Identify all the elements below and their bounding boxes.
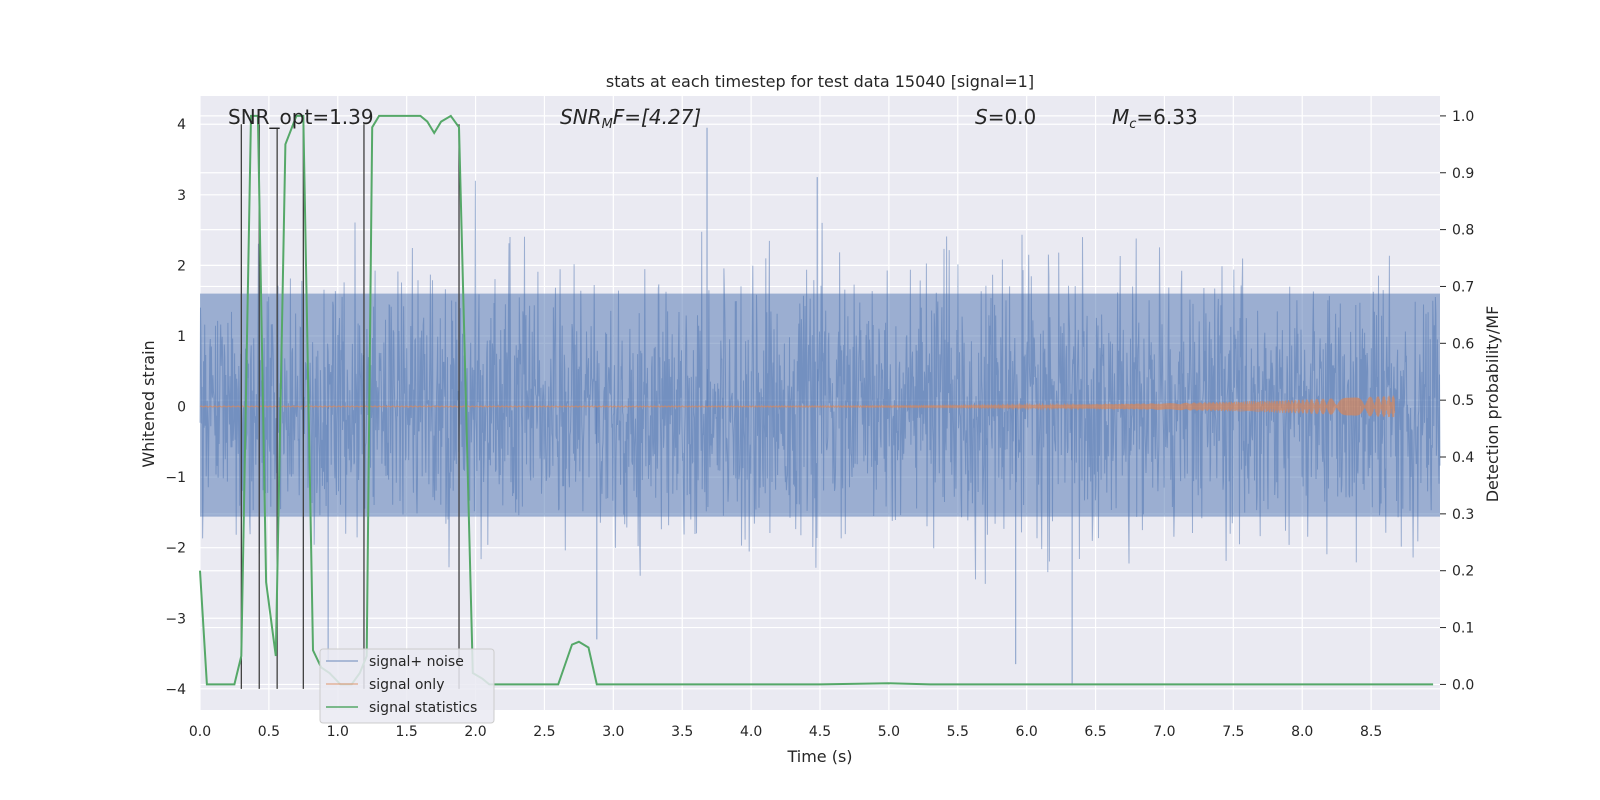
chart-title: stats at each timestep for test data 150… [606,72,1034,91]
s-name: S [975,105,988,129]
y-right-tick-label-0: 1.0 [1452,109,1474,125]
x-axis-label: Time (s) [786,747,852,766]
legend-label-signal: signal only [369,677,444,693]
x-tick-label-4: 2.0 [464,724,486,740]
s-annotation: S=0.0 [975,105,1036,129]
y-right-tick-label-7: 0.3 [1452,507,1474,523]
mc-subscript: c [1129,117,1136,132]
y-right-tick-label-9: 0.1 [1452,621,1474,637]
y-left-axis-ticks: 4 3 2 1 0 −1 −2 −3 −4 [165,117,186,698]
y-left-tick-label-2: 2 [177,258,186,274]
y-right-axis-label: Detection probability/MF [1483,306,1502,503]
x-tick-label-16: 8.0 [1291,724,1313,740]
y-right-tick-label-2: 0.8 [1452,223,1474,239]
x-tick-label-0: 0.0 [189,724,211,740]
x-tick-label-7: 3.5 [671,724,693,740]
snr-opt-annotation: SNR_opt=1.39 [228,105,374,129]
mc-annotation: Mc=6.33 [1112,105,1198,132]
s-value: =0.0 [988,105,1037,129]
x-tick-label-14: 7.0 [1153,724,1175,740]
snr-mf-value: F=[4.27] [613,105,701,129]
mc-value: =6.33 [1136,105,1197,129]
y-right-axis-ticks: 1.0 0.9 0.8 0.7 0.6 0.5 0.4 0.3 0.2 0.1 0.0 [1440,109,1474,693]
x-tick-label-5: 2.5 [533,724,555,740]
y-left-tick-label-3: 1 [177,329,186,345]
y-right-tick-label-6: 0.4 [1452,450,1474,466]
y-left-axis-label: Whitened strain [139,340,158,467]
x-tick-label-1: 0.5 [258,724,280,740]
x-tick-label-2: 1.0 [327,724,349,740]
x-tick-label-17: 8.5 [1360,724,1382,740]
x-tick-label-6: 3.0 [602,724,624,740]
snr-mf-annotation: SNRMF=[4.27] [560,105,701,132]
legend: signal+ noise signal only signal statist… [319,648,495,724]
y-left-tick-label-1: 3 [177,188,186,204]
x-tick-label-12: 6.0 [1016,724,1038,740]
y-right-tick-label-4: 0.6 [1452,336,1474,352]
x-tick-label-10: 5.0 [878,724,900,740]
x-tick-label-15: 7.5 [1222,724,1244,740]
y-right-tick-label-8: 0.2 [1452,564,1474,580]
y-right-tick-label-1: 0.9 [1452,166,1474,182]
legend-label-stats: signal statistics [369,700,477,716]
legend-label-noise: signal+ noise [369,654,464,670]
x-tick-label-13: 6.5 [1084,724,1106,740]
signal-only-trace [199,395,1396,418]
x-tick-label-8: 4.0 [740,724,762,740]
y-left-tick-label-0: 4 [177,117,186,133]
snr-mf-name: SNR [560,105,602,129]
x-tick-label-3: 1.5 [396,724,418,740]
snr-mf-subscript: M [602,117,613,132]
x-axis-ticks: 0.0 0.5 1.0 1.5 2.0 2.5 3.0 3.5 4.0 4.5 5.0 5.5 6.0 6… [189,724,1382,740]
y-left-tick-label-8: −4 [165,682,186,698]
y-right-tick-label-10: 0.0 [1452,677,1474,693]
signal-only-series [199,395,1396,418]
mc-name: M [1112,105,1129,129]
y-right-tick-label-5: 0.5 [1452,393,1474,409]
x-tick-label-9: 4.5 [809,724,831,740]
signal-statistics-line [199,114,1434,686]
legend-box [319,648,495,724]
y-right-tick-label-3: 0.7 [1452,279,1474,295]
y-left-tick-label-7: −3 [165,611,186,627]
signal-statistics-series [199,114,1434,686]
x-tick-label-11: 5.5 [947,724,969,740]
y-left-tick-label-5: −1 [165,470,186,486]
y-left-tick-label-6: −2 [165,541,186,557]
y-left-tick-label-4: 0 [177,400,186,416]
